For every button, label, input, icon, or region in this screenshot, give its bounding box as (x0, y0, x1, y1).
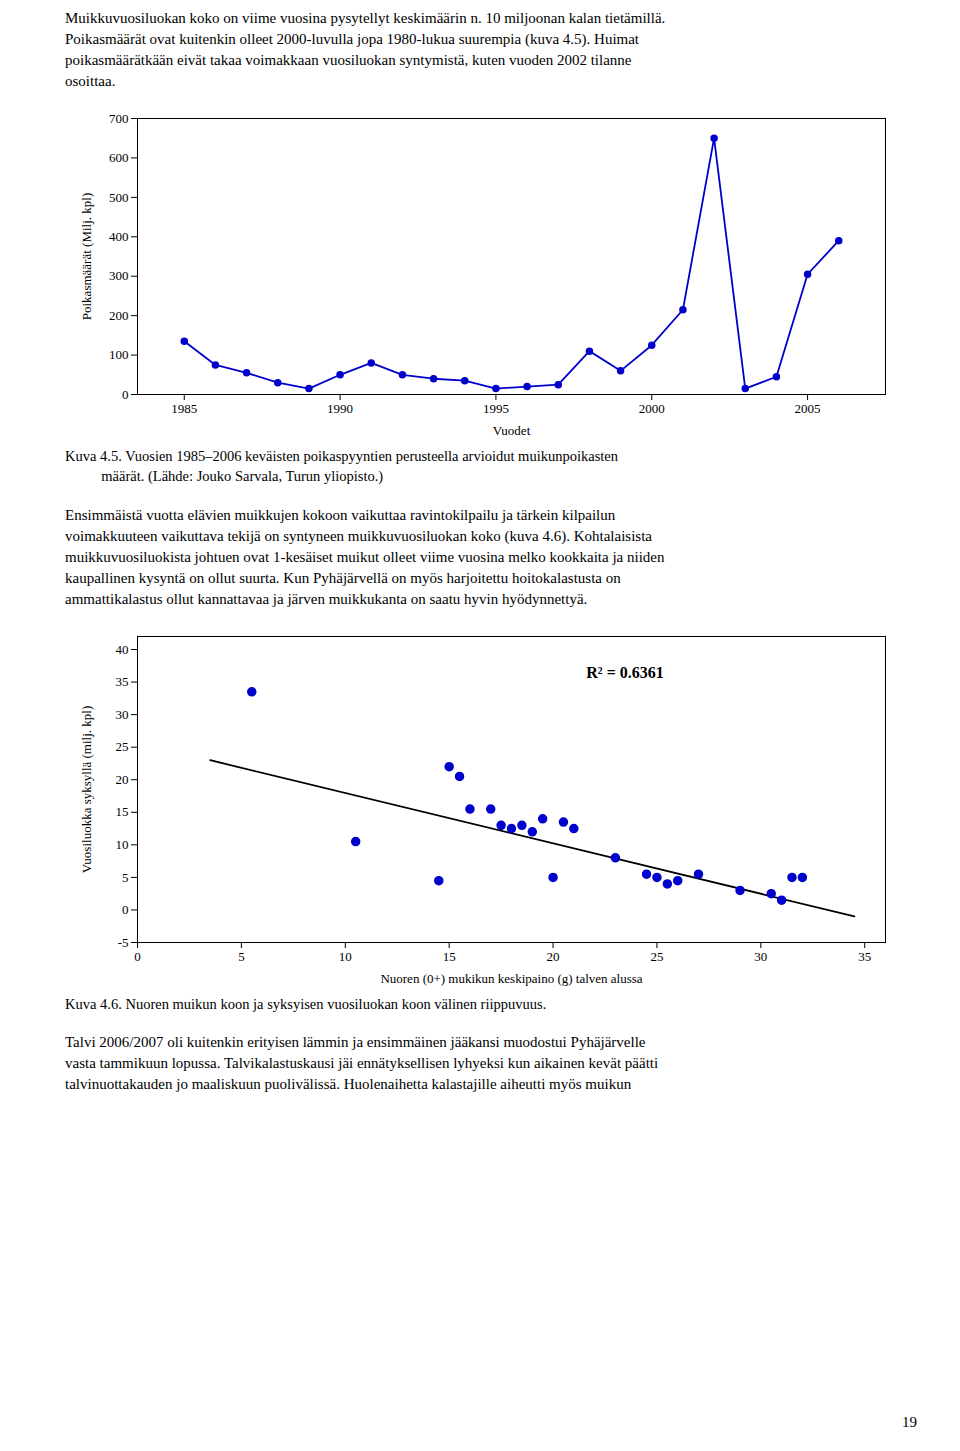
svg-text:30: 30 (116, 706, 129, 721)
svg-text:400: 400 (109, 229, 129, 244)
svg-text:R² = 0.6361: R² = 0.6361 (586, 664, 663, 681)
svg-text:2005: 2005 (795, 401, 821, 416)
svg-text:2000: 2000 (639, 401, 665, 416)
svg-text:Nuoren (0+) mukikun keskipaino: Nuoren (0+) mukikun keskipaino (g) talve… (380, 970, 642, 985)
svg-text:10: 10 (339, 948, 352, 963)
svg-text:Vuodet: Vuodet (493, 423, 531, 438)
html-text:Ensimmäistä vuotta elävien mui: Ensimmäistä vuotta elävien muikkujen kok… (65, 506, 665, 607)
svg-text:1985: 1985 (171, 401, 197, 416)
svg-text:700: 700 (109, 111, 129, 126)
html-text:Kuva 4.5. Vuosien 1985–2006 ke: Kuva 4.5. Vuosien 1985–2006 keväisten po… (65, 448, 618, 485)
svg-text:25: 25 (116, 739, 129, 754)
svg-text:5: 5 (238, 948, 245, 963)
svg-text:40: 40 (116, 641, 129, 656)
svg-text:20: 20 (116, 771, 129, 786)
svg-text:0: 0 (122, 902, 129, 917)
svg-text:5: 5 (122, 869, 129, 884)
svg-text:-5: -5 (118, 934, 129, 949)
svg-text:1990: 1990 (327, 401, 353, 416)
svg-text:300: 300 (109, 268, 129, 283)
svg-text:0: 0 (122, 387, 129, 402)
svg-text:1995: 1995 (483, 401, 509, 416)
svg-text:30: 30 (754, 948, 767, 963)
html-text:19: 19 (902, 1414, 917, 1430)
svg-text:0: 0 (134, 948, 141, 963)
html-text:Kuva 4.6. Nuoren muikun koon j: Kuva 4.6. Nuoren muikun koon ja syksyise… (65, 995, 547, 1012)
svg-text:Vuosiluokka syksyllä (milj. kp: Vuosiluokka syksyllä (milj. kpl) (79, 705, 94, 873)
html-text:Muikkuvuosiluokan koko on viim: Muikkuvuosiluokan koko on viime vuosina … (65, 10, 666, 89)
svg-text:15: 15 (116, 804, 129, 819)
svg-text:10: 10 (116, 837, 129, 852)
svg-text:500: 500 (109, 190, 129, 205)
svg-text:35: 35 (858, 948, 871, 963)
svg-text:600: 600 (109, 150, 129, 165)
svg-text:Poikasmäärät (Milj. kpl): Poikasmäärät (Milj. kpl) (79, 193, 94, 320)
svg-text:100: 100 (109, 347, 129, 362)
svg-text:200: 200 (109, 308, 129, 323)
svg-text:20: 20 (547, 948, 560, 963)
svg-text:15: 15 (443, 948, 456, 963)
svg-text:35: 35 (116, 674, 129, 689)
html-text:Talvi 2006/2007 oli kuitenkin: Talvi 2006/2007 oli kuitenkin erityisen … (65, 1033, 659, 1092)
svg-text:25: 25 (650, 948, 663, 963)
